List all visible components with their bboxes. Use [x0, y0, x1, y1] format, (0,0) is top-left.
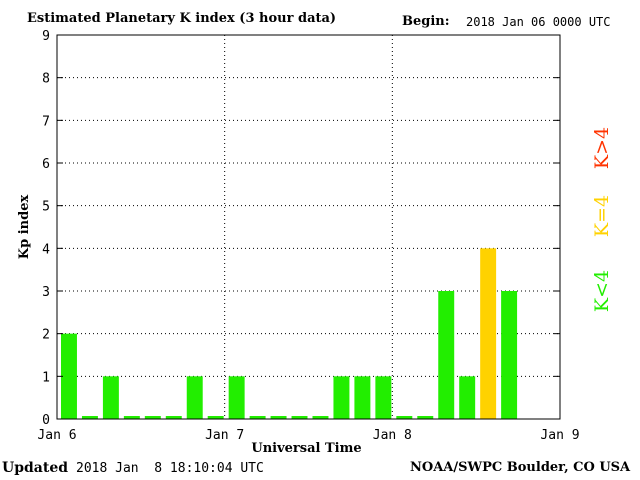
- updated-label: Updated: [2, 460, 69, 476]
- kp-bar: [102, 376, 119, 419]
- x-tick-label: Jan 7: [205, 428, 244, 443]
- kp-bar: [333, 376, 350, 419]
- kp-bar: [354, 376, 371, 419]
- y-tick-label: 7: [42, 114, 50, 129]
- bars: [61, 248, 518, 419]
- y-tick-label: 2: [42, 328, 50, 343]
- kp-bar: [249, 416, 266, 419]
- source-credit: NOAA/SWPC Boulder, CO USA: [410, 460, 631, 475]
- y-tick-label: 5: [42, 200, 50, 215]
- x-tick-label: Jan 6: [37, 428, 76, 443]
- kp-bar: [312, 416, 329, 419]
- kp-bar: [228, 376, 245, 419]
- y-tick-label: 1: [42, 370, 50, 385]
- x-tick-label: Jan 8: [373, 428, 412, 443]
- kp-bar: [417, 416, 434, 419]
- begin-value: 2018 Jan 06 0000 UTC: [466, 15, 611, 29]
- kp-bar: [459, 376, 476, 419]
- y-tick-label: 0: [42, 413, 50, 428]
- kp-bar: [61, 333, 77, 419]
- kp-bar: [375, 376, 392, 419]
- kp-bar: [186, 376, 203, 419]
- kp-bar: [207, 416, 224, 419]
- legend-entry: K=4: [591, 195, 613, 237]
- kp-bar: [81, 416, 98, 419]
- kp-bar: [438, 291, 455, 419]
- y-tick-label: 4: [42, 242, 50, 257]
- kp-bar: [480, 248, 497, 419]
- updated-timestamp: 2018 Jan 8 18:10:04 UTC: [76, 461, 264, 476]
- kp-bar: [165, 416, 182, 419]
- kp-bar: [396, 416, 413, 419]
- kp-bar: [144, 416, 161, 419]
- y-tick-label: 8: [42, 72, 50, 87]
- begin-label: Begin:: [402, 14, 450, 29]
- y-tick-label: 9: [42, 29, 50, 44]
- x-axis-label: Universal Time: [251, 441, 361, 456]
- x-ticks: Jan 6 Jan 7 Jan 8 Jan 9: [37, 428, 579, 443]
- y-ticks: 0 1 2 3 4 5 6 7 8 9: [42, 29, 560, 428]
- legend-entry: K<4: [591, 270, 613, 312]
- kp-bar: [123, 416, 140, 419]
- plot-frame: [56, 34, 561, 420]
- legend-entry: K>4: [591, 127, 613, 169]
- x-tick-label: Jan 9: [540, 428, 579, 443]
- y-axis-label: Kp index: [17, 195, 32, 260]
- legend: K<4 K=4 K>4: [591, 127, 613, 312]
- y-tick-label: 6: [42, 157, 50, 172]
- kp-bar: [291, 416, 308, 419]
- y-tick-label: 3: [42, 285, 50, 300]
- grid-lines: [57, 35, 560, 419]
- kp-bar: [501, 291, 518, 419]
- chart-title: Estimated Planetary K index (3 hour data…: [27, 11, 337, 26]
- kp-bar: [270, 416, 287, 419]
